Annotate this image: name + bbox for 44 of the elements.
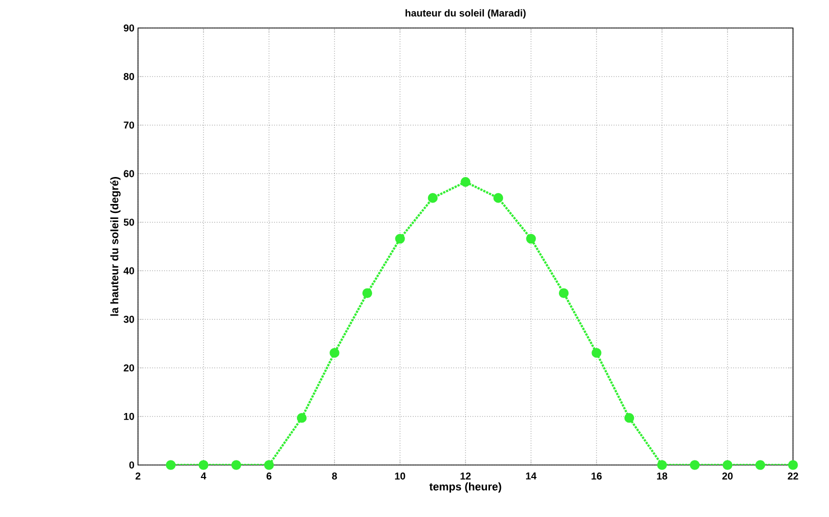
chart-title: hauteur du soleil (Maradi) (406, 9, 526, 18)
y-tick-label: 10 (124, 412, 134, 420)
point (592, 348, 602, 358)
y-tick-label: 50 (124, 218, 134, 226)
point (722, 460, 732, 470)
point (755, 460, 766, 470)
y-tick-label: 80 (124, 73, 134, 80)
y-tick-label: 40 (124, 267, 134, 274)
x-tick-label: 4 (200, 472, 206, 480)
y-tick-label: 90 (124, 24, 134, 32)
point (330, 348, 340, 358)
point (558, 288, 569, 298)
x-tick-label: 22 (788, 472, 798, 480)
y-tick-label: 70 (124, 122, 134, 129)
point (428, 193, 438, 203)
point (657, 460, 667, 470)
x-tick-label: 6 (266, 472, 272, 480)
x-tick-label: 10 (395, 472, 406, 480)
x-tick-label: 20 (722, 472, 733, 480)
point (296, 413, 307, 423)
point (460, 177, 470, 187)
point (788, 460, 798, 470)
x-tick-label: 8 (332, 472, 337, 480)
point (624, 413, 634, 423)
point (231, 460, 242, 470)
point (362, 288, 372, 298)
point (166, 460, 176, 470)
y-axis-title: la hauteur du soleil (degré) (110, 177, 121, 316)
point (526, 234, 536, 244)
point (493, 193, 504, 203)
y-tick-label: 20 (124, 364, 134, 372)
point (264, 460, 274, 470)
y-tick-label: 30 (124, 316, 134, 323)
x-axis-title: temps (heure) (429, 482, 502, 493)
x-tick-label: 2 (136, 472, 140, 480)
y-tick-label: 60 (124, 170, 134, 178)
y-tick-label: 0 (129, 461, 134, 469)
point (395, 234, 405, 244)
x-tick-label: 18 (657, 472, 668, 480)
point (690, 460, 700, 470)
x-tick-label: 12 (460, 472, 471, 480)
x-tick-label: 14 (526, 472, 536, 480)
point (198, 460, 208, 470)
x-tick-label: 16 (592, 472, 602, 480)
